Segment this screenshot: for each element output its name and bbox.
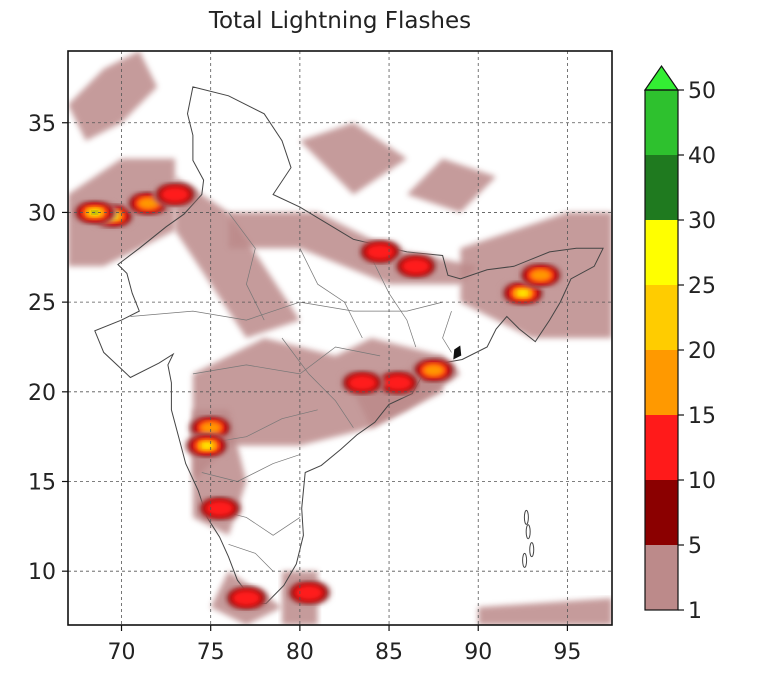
- colorbar-segment: [645, 285, 678, 350]
- cell-contour: [529, 268, 553, 282]
- colorbar-segment: [645, 90, 678, 155]
- island-outline: [523, 509, 529, 525]
- state-boundary: [201, 454, 301, 482]
- lightning-haze-area: [406, 158, 497, 213]
- state-boundary: [130, 301, 443, 321]
- island-outline: [525, 524, 531, 540]
- colorbar-segment: [645, 220, 678, 285]
- x-tick-label: 90: [464, 640, 492, 665]
- lightning-cell: [518, 262, 564, 289]
- lightning-cell: [197, 495, 243, 522]
- island-outline: [529, 542, 535, 558]
- country-boundary: [94, 86, 604, 604]
- x-tick-label: 75: [197, 640, 225, 665]
- colorbar-label: 40: [688, 144, 716, 169]
- lightning-cell: [339, 370, 385, 396]
- cell-contour: [199, 421, 223, 435]
- colorbar-extend-arrow: [643, 64, 680, 91]
- cell-contour: [518, 290, 528, 296]
- delta-landmass: [453, 345, 462, 360]
- lightning-cell: [357, 239, 403, 265]
- state-boundary: [192, 346, 381, 375]
- x-tick-label: 80: [286, 640, 314, 665]
- y-tick-label: 35: [28, 112, 56, 137]
- x-tick-label: 85: [375, 640, 403, 665]
- state-boundary: [442, 310, 452, 353]
- lightning-haze-area: [175, 176, 300, 338]
- cell-contour: [204, 499, 235, 518]
- state-boundary: [299, 248, 363, 339]
- cell-contour: [202, 443, 212, 449]
- lightning-haze-area: [68, 51, 158, 141]
- colorbar-label: 25: [688, 274, 716, 299]
- colorbar-label: 20: [688, 339, 716, 364]
- y-tick-label: 25: [28, 291, 56, 316]
- colorbar-label: 30: [688, 209, 716, 234]
- cell-contour: [159, 185, 191, 204]
- state-boundary: [370, 257, 417, 348]
- y-tick-label: 30: [28, 201, 56, 226]
- lightning-cell: [411, 357, 457, 384]
- y-tick-label: 10: [28, 560, 56, 585]
- x-tick-label: 70: [108, 640, 136, 665]
- cell-contour: [231, 589, 262, 607]
- lightning-cell: [500, 280, 546, 306]
- cell-contour: [365, 243, 396, 261]
- colorbar-label: 15: [688, 404, 716, 429]
- cell-contour: [293, 584, 324, 602]
- island-outline: [522, 552, 528, 568]
- y-tick-label: 15: [28, 471, 56, 496]
- lightning-haze-area: [299, 122, 407, 195]
- cell-contour: [382, 374, 414, 392]
- graticule: [68, 51, 612, 625]
- x-axis-ticks: 70 75 80 85 90 95: [108, 625, 581, 665]
- y-tick-label: 20: [28, 381, 56, 406]
- lightning-cell: [286, 579, 332, 606]
- cell-contour: [400, 257, 431, 275]
- cell-contour: [422, 363, 446, 377]
- colorbar-label: 50: [688, 79, 716, 104]
- state-boundary: [281, 337, 354, 428]
- map-title: Total Lightning Flashes: [208, 8, 472, 34]
- cell-contour: [347, 374, 378, 392]
- lightning-cell: [152, 181, 198, 208]
- colorbar-label: 1: [688, 599, 702, 624]
- lightning-haze-area: [478, 598, 612, 625]
- lightning-cell: [184, 432, 230, 459]
- colorbar-segment: [645, 545, 678, 610]
- colorbar-segment: [645, 480, 678, 545]
- colorbar-label: 5: [688, 534, 702, 559]
- y-axis-ticks: 10 15 20 25 30 35: [28, 112, 68, 585]
- colorbar-segment: [645, 350, 678, 415]
- lightning-cell: [393, 253, 439, 280]
- state-boundary: [228, 543, 274, 572]
- plot-frame: [67, 50, 613, 626]
- colorbar-label: 10: [688, 469, 716, 494]
- lightning-cell: [375, 370, 421, 396]
- colorbar-segment: [645, 415, 678, 480]
- colorbar-segment: [645, 155, 678, 220]
- x-tick-label: 95: [553, 640, 581, 665]
- cell-contour: [136, 196, 160, 211]
- lightning-haze-area: [192, 338, 443, 482]
- lightning-cell: [223, 585, 269, 611]
- india-outline: [94, 86, 604, 604]
